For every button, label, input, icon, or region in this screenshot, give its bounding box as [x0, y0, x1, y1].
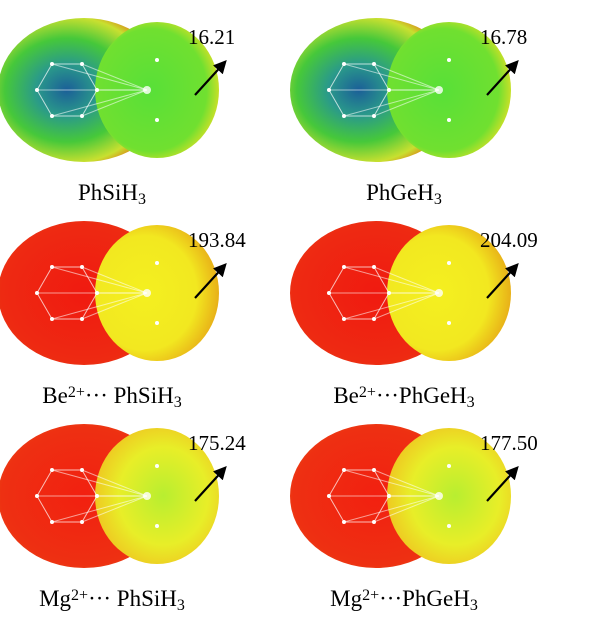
- atom: [342, 265, 346, 269]
- atom: [143, 492, 151, 500]
- esp-panel: 177.50 Mg2+···PhGeH3: [290, 424, 538, 614]
- caption: PhGeH3: [366, 180, 442, 208]
- atom: [342, 520, 346, 524]
- atom: [143, 289, 151, 297]
- potential-value: 16.78: [480, 25, 527, 49]
- atom: [143, 86, 151, 94]
- atom: [50, 468, 54, 472]
- atom: [372, 520, 376, 524]
- atom: [372, 62, 376, 66]
- atom: [50, 520, 54, 524]
- atom: [372, 317, 376, 321]
- atom: [447, 321, 451, 325]
- atom: [155, 118, 159, 122]
- caption-part: PhSiH: [78, 180, 138, 205]
- atom: [342, 317, 346, 321]
- esp-panel: 193.84 Be2+··· PhSiH3: [0, 221, 246, 411]
- atom: [155, 464, 159, 468]
- atom: [342, 468, 346, 472]
- caption-part: Be: [42, 383, 68, 408]
- atom: [447, 524, 451, 528]
- atom: [447, 118, 451, 122]
- atom: [80, 317, 84, 321]
- atom: [80, 62, 84, 66]
- potential-value: 193.84: [188, 228, 246, 252]
- atom: [80, 520, 84, 524]
- caption-part: 3: [177, 597, 185, 614]
- potential-value: 16.21: [188, 25, 235, 49]
- atom: [155, 58, 159, 62]
- figure: 16.21PhSiH316.78PhGeH3193.84Be2+··· PhSi…: [0, 0, 595, 639]
- caption-part: 3: [138, 191, 146, 208]
- atom: [35, 88, 39, 92]
- caption: Mg2+···PhGeH3: [330, 586, 478, 614]
- atom: [327, 494, 331, 498]
- atom: [372, 114, 376, 118]
- atom: [35, 494, 39, 498]
- caption-part: ··· PhSiH: [85, 383, 174, 408]
- caption-part: Mg: [39, 586, 71, 611]
- atom: [435, 86, 443, 94]
- caption-part: 3: [470, 597, 478, 614]
- esp-panel: 16.21 PhSiH3: [0, 18, 235, 208]
- atom: [447, 261, 451, 265]
- atom: [50, 62, 54, 66]
- potential-value: 204.09: [480, 228, 538, 252]
- atom: [435, 492, 443, 500]
- caption-part: 2+: [359, 384, 376, 401]
- atom: [80, 468, 84, 472]
- atom: [50, 114, 54, 118]
- atom: [327, 88, 331, 92]
- atom: [155, 261, 159, 265]
- atom: [155, 321, 159, 325]
- caption-part: Be: [333, 383, 359, 408]
- atom: [80, 265, 84, 269]
- caption: Be2+··· PhSiH3: [42, 383, 181, 411]
- caption-part: 2+: [362, 587, 379, 604]
- caption: PhSiH3: [78, 180, 146, 208]
- atom: [447, 464, 451, 468]
- atom: [155, 524, 159, 528]
- caption: Mg2+··· PhSiH3: [39, 586, 185, 614]
- esp-panel: 204.09 Be2+···PhGeH3: [290, 221, 538, 411]
- esp-panel: 16.78 PhGeH3: [290, 18, 527, 208]
- caption-part: ···PhGeH: [379, 586, 470, 611]
- caption-part: PhGeH: [366, 180, 434, 205]
- caption-part: ··· PhSiH: [88, 586, 177, 611]
- caption-part: 3: [467, 394, 475, 411]
- caption-part: 2+: [68, 384, 85, 401]
- atom: [447, 58, 451, 62]
- atom: [435, 289, 443, 297]
- esp-panel: 175.24 Mg2+··· PhSiH3: [0, 424, 246, 614]
- caption-part: ···PhGeH: [376, 383, 467, 408]
- atom: [80, 114, 84, 118]
- caption-part: Mg: [330, 586, 362, 611]
- potential-value: 175.24: [188, 431, 246, 455]
- atom: [50, 265, 54, 269]
- caption-part: 3: [434, 191, 442, 208]
- atom: [342, 114, 346, 118]
- caption: Be2+···PhGeH3: [333, 383, 474, 411]
- atom: [35, 291, 39, 295]
- atom: [342, 62, 346, 66]
- atom: [372, 265, 376, 269]
- caption-part: 2+: [71, 587, 88, 604]
- atom: [327, 291, 331, 295]
- atom: [372, 468, 376, 472]
- potential-value: 177.50: [480, 431, 538, 455]
- caption-part: 3: [174, 394, 182, 411]
- atom: [50, 317, 54, 321]
